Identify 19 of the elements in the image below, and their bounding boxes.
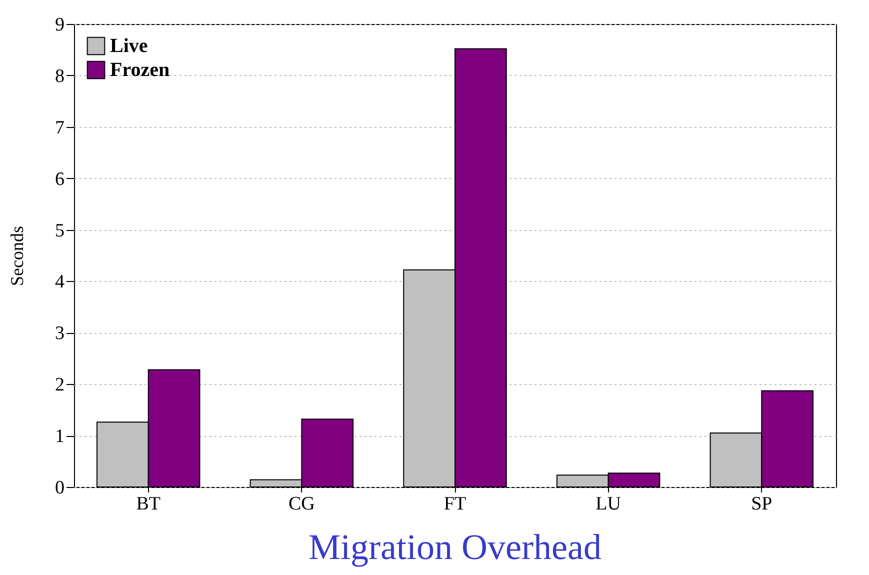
x-tick-label: CG — [288, 494, 316, 514]
y-tick-label: 8 — [55, 66, 64, 87]
y-tick-label: 9 — [55, 14, 64, 36]
text: Migration Overhead — [308, 527, 602, 567]
y-axis-title: Seconds — [7, 226, 27, 286]
x-tick-label: SP — [751, 494, 772, 514]
x-tick-label: BT — [136, 494, 161, 514]
x-tick-label: LU — [596, 494, 622, 514]
y-tick-label: 5 — [55, 220, 64, 242]
y-tick-label: 0 — [55, 478, 64, 498]
y-tick-label: 1 — [55, 426, 64, 448]
x-tick-label: FT — [444, 494, 466, 514]
y-tick-label: 2 — [55, 374, 64, 396]
y-tick-label: 3 — [55, 323, 64, 344]
y-tick-label: 4 — [55, 272, 65, 293]
y-tick-label: 6 — [55, 168, 64, 190]
legend-label: Live — [110, 35, 148, 57]
legend-label: Frozen — [110, 59, 170, 81]
y-tick-label: 7 — [55, 117, 64, 138]
